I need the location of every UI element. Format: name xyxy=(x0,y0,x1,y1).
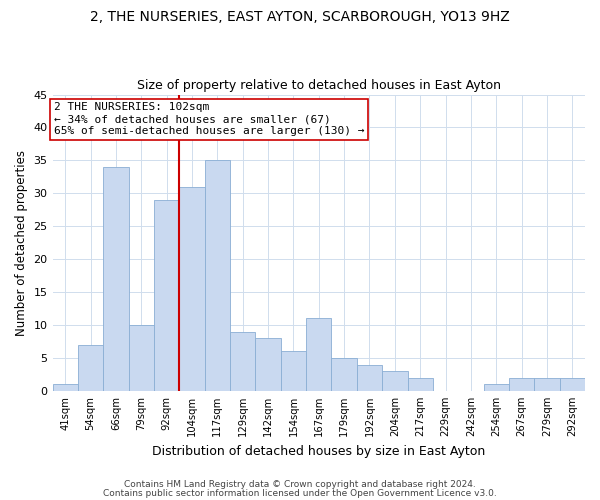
Bar xyxy=(53,384,78,391)
Bar xyxy=(179,187,205,391)
Bar xyxy=(154,200,179,391)
Bar xyxy=(509,378,534,391)
Bar xyxy=(128,325,154,391)
Y-axis label: Number of detached properties: Number of detached properties xyxy=(15,150,28,336)
Text: Contains public sector information licensed under the Open Government Licence v3: Contains public sector information licen… xyxy=(103,488,497,498)
Bar xyxy=(205,160,230,391)
Bar xyxy=(407,378,433,391)
Bar xyxy=(382,371,407,391)
Bar xyxy=(534,378,560,391)
Bar xyxy=(281,352,306,391)
Text: 2 THE NURSERIES: 102sqm
← 34% of detached houses are smaller (67)
65% of semi-de: 2 THE NURSERIES: 102sqm ← 34% of detache… xyxy=(54,102,364,136)
Bar xyxy=(484,384,509,391)
Text: Contains HM Land Registry data © Crown copyright and database right 2024.: Contains HM Land Registry data © Crown c… xyxy=(124,480,476,489)
Bar xyxy=(331,358,357,391)
Bar xyxy=(357,364,382,391)
Bar xyxy=(78,345,103,391)
Bar xyxy=(256,338,281,391)
X-axis label: Distribution of detached houses by size in East Ayton: Distribution of detached houses by size … xyxy=(152,444,485,458)
Bar xyxy=(306,318,331,391)
Title: Size of property relative to detached houses in East Ayton: Size of property relative to detached ho… xyxy=(137,79,501,92)
Bar xyxy=(230,332,256,391)
Text: 2, THE NURSERIES, EAST AYTON, SCARBOROUGH, YO13 9HZ: 2, THE NURSERIES, EAST AYTON, SCARBOROUG… xyxy=(90,10,510,24)
Bar xyxy=(103,167,128,391)
Bar xyxy=(560,378,585,391)
